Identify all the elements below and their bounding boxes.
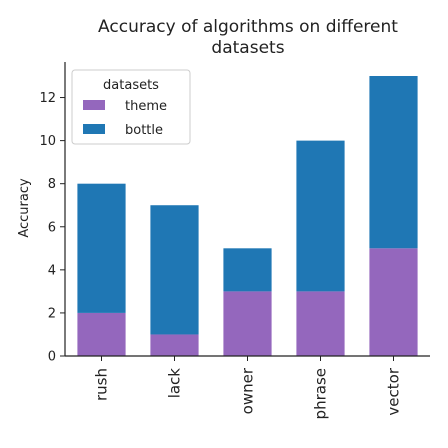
axes: rush lack owner phrase vector 0 2 4 6 8 10 12 <box>39 62 430 419</box>
y-tick-label: 4 <box>48 263 56 278</box>
bar-bottle-phrase <box>296 140 345 292</box>
bar-bottle-vector <box>369 76 418 249</box>
bar-theme-phrase <box>296 291 345 356</box>
x-tick-label-phrase: phrase <box>312 368 330 419</box>
x-tick-label-owner: owner <box>239 367 257 414</box>
y-tick-label: 0 <box>48 350 56 365</box>
y-tick-label: 12 <box>39 91 56 106</box>
legend-label-bottle: bottle <box>125 123 163 138</box>
bar-bottle-lack <box>150 205 199 335</box>
y-tick-label: 10 <box>39 134 56 149</box>
x-tick-label-vector: vector <box>385 367 403 415</box>
y-tick-label: 2 <box>48 306 56 321</box>
chart-title-line-2: datasets <box>211 38 284 58</box>
bar-theme-lack <box>150 334 199 356</box>
legend: datasets theme bottle <box>71 69 191 145</box>
x-tick-label-lack: lack <box>166 368 184 399</box>
bar-theme-rush <box>77 312 126 356</box>
bar-theme-owner <box>223 291 272 356</box>
y-tick-label: 6 <box>48 220 56 235</box>
legend-swatch-bottle <box>83 124 105 134</box>
chart-title-line-1: Accuracy of algorithms on different <box>98 17 398 37</box>
legend-label-theme: theme <box>125 99 167 114</box>
legend-swatch-theme <box>83 100 105 110</box>
x-tick-label-rush: rush <box>93 368 111 401</box>
bar-bottle-owner <box>223 248 272 292</box>
y-axis-label: Accuracy <box>17 178 32 238</box>
y-tick-label: 8 <box>48 177 56 192</box>
bar-bottle-rush <box>77 183 126 313</box>
legend-title: datasets <box>103 78 159 93</box>
plot-area <box>77 76 418 356</box>
bar-theme-vector <box>369 248 418 356</box>
